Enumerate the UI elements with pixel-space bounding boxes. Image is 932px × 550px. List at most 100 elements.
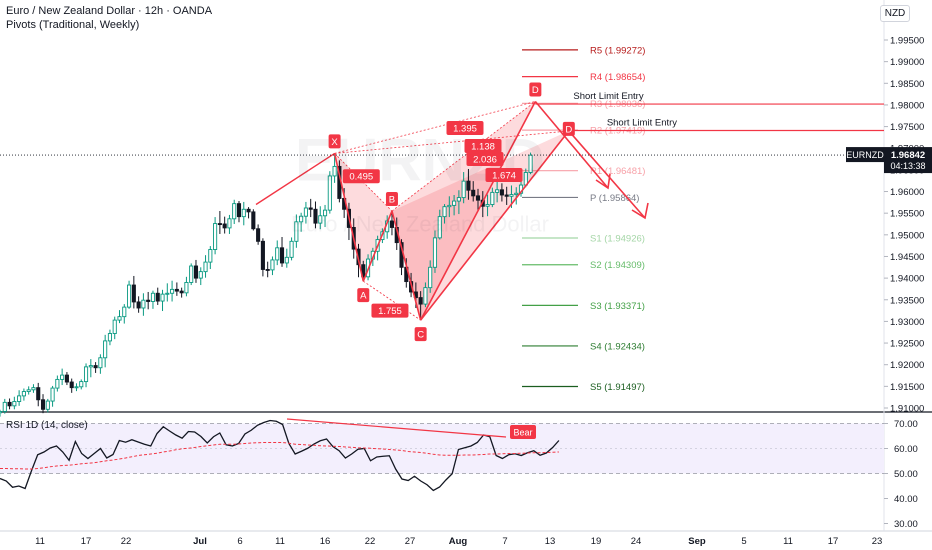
candle-body bbox=[2, 401, 7, 412]
price-tick-label: 1.94500 bbox=[890, 252, 924, 263]
candle-body bbox=[174, 288, 179, 292]
point-badge-bg bbox=[414, 327, 427, 342]
candle-body bbox=[514, 192, 519, 196]
price-tick-label: 1.99500 bbox=[890, 36, 924, 47]
candle-body bbox=[17, 395, 22, 402]
pivot-label: R5 (1.99272) bbox=[590, 45, 645, 56]
trend-line bbox=[255, 152, 335, 206]
point-c: C bbox=[414, 327, 427, 342]
candle-body bbox=[40, 399, 46, 410]
candle-body bbox=[179, 290, 184, 294]
candle-body bbox=[165, 292, 170, 295]
ratio-label-text: 1.138 bbox=[471, 142, 495, 153]
candle-body bbox=[490, 191, 495, 205]
pivot-label: R1 (1.96481) bbox=[590, 166, 645, 177]
currency-button[interactable]: NZD bbox=[880, 5, 910, 22]
candle-body bbox=[466, 180, 471, 191]
ratio-label-bg bbox=[464, 139, 502, 153]
time-tick-label: 17 bbox=[828, 536, 839, 547]
time-tick-label: 22 bbox=[365, 536, 376, 547]
candle-body bbox=[495, 189, 500, 193]
rsi-tick-label: 70.00 bbox=[894, 419, 918, 430]
candle-body bbox=[60, 374, 65, 380]
price-tick-label: 1.95500 bbox=[890, 209, 924, 220]
point-badge-bg bbox=[529, 82, 542, 97]
candle-body bbox=[504, 194, 509, 197]
candle-body bbox=[64, 374, 69, 383]
point-badge-bg bbox=[385, 192, 398, 207]
candle-body bbox=[198, 271, 203, 279]
price-tick-label: 1.98500 bbox=[890, 79, 924, 90]
pivot-label: P (1.95864) bbox=[590, 193, 639, 204]
point-b: B bbox=[385, 192, 398, 207]
candle-body bbox=[461, 180, 466, 199]
candle-body bbox=[136, 301, 141, 309]
entry-label: Short Limit Entry bbox=[573, 91, 643, 102]
rsi-tick-label: 30.00 bbox=[894, 519, 918, 530]
time-tick-label: 6 bbox=[237, 536, 242, 547]
candle-body bbox=[184, 281, 189, 294]
candle-body bbox=[442, 206, 447, 218]
candle-body bbox=[432, 237, 438, 268]
point-badge-bg bbox=[328, 134, 341, 149]
ratio-label-text: 1.755 bbox=[378, 306, 402, 317]
candle-body bbox=[122, 306, 127, 318]
time-tick-label: Sep bbox=[688, 536, 706, 547]
point-badge-bg bbox=[357, 288, 370, 303]
pivot-label: S3 (1.93371) bbox=[590, 301, 645, 312]
ratio-label-bg bbox=[485, 168, 523, 182]
price-tick-label: 1.92500 bbox=[890, 339, 924, 350]
point-badge-text: C bbox=[417, 330, 424, 341]
rsi-tick-label: 40.00 bbox=[894, 494, 918, 505]
pivot-label: S4 (1.92434) bbox=[590, 341, 645, 352]
candle-body bbox=[236, 203, 242, 218]
point-a: A bbox=[357, 288, 370, 303]
candle-body bbox=[256, 228, 261, 242]
target-arrow-1 bbox=[534, 100, 609, 189]
ratio-line-xd bbox=[334, 101, 536, 154]
candle-body bbox=[69, 381, 74, 389]
candle-body bbox=[452, 200, 457, 206]
candle-body bbox=[131, 284, 136, 303]
candle-body bbox=[389, 220, 395, 228]
candle-body bbox=[227, 218, 232, 229]
pattern-leg-cd-alt bbox=[420, 130, 570, 321]
candle-body bbox=[88, 365, 93, 368]
candle-body bbox=[222, 223, 227, 229]
ratio-label: 1.755 bbox=[371, 303, 409, 318]
time-tick-label: 27 bbox=[405, 536, 416, 547]
time-tick-label: 19 bbox=[591, 536, 602, 547]
candle-body bbox=[7, 401, 12, 407]
price-tick-label: 1.96000 bbox=[890, 187, 924, 198]
point-badge-text: X bbox=[331, 137, 338, 148]
price-tick-label: 1.93500 bbox=[890, 295, 924, 306]
ratio-label-bg bbox=[466, 152, 504, 166]
ratio-label: 1.138 bbox=[464, 139, 502, 153]
price-tick-label: 1.93000 bbox=[890, 317, 924, 328]
pattern-fill-xab bbox=[334, 153, 392, 282]
candle-body bbox=[332, 165, 337, 177]
price-tick-label: 1.92000 bbox=[890, 360, 924, 371]
rsi-tick-label: 60.00 bbox=[894, 444, 918, 455]
pivot-label: R2 (1.97419) bbox=[590, 126, 645, 137]
time-tick-label: 22 bbox=[121, 536, 132, 547]
ratio-label: 2.036 bbox=[466, 152, 504, 166]
candle-body bbox=[0, 411, 3, 414]
rsi-ma-line bbox=[0, 442, 559, 470]
candle-body bbox=[246, 208, 251, 213]
candle-body bbox=[193, 265, 199, 279]
arrow-head-2 bbox=[631, 202, 649, 220]
candle-body bbox=[456, 197, 461, 202]
ratio-label-text: 1.674 bbox=[492, 171, 516, 182]
symbol-tag-text: EURNZD bbox=[846, 150, 884, 160]
ratio-label-text: 1.395 bbox=[453, 124, 477, 135]
candle-body bbox=[79, 381, 84, 388]
price-tag-bg bbox=[884, 147, 932, 174]
candle-body bbox=[279, 247, 285, 264]
candle-body bbox=[155, 292, 160, 302]
arrow-head-1 bbox=[595, 173, 611, 190]
chart-title: Euro / New Zealand Dollar · 12h · OANDA bbox=[6, 5, 213, 17]
candle-body bbox=[418, 297, 423, 305]
price-tick-label: 1.95000 bbox=[890, 230, 924, 241]
